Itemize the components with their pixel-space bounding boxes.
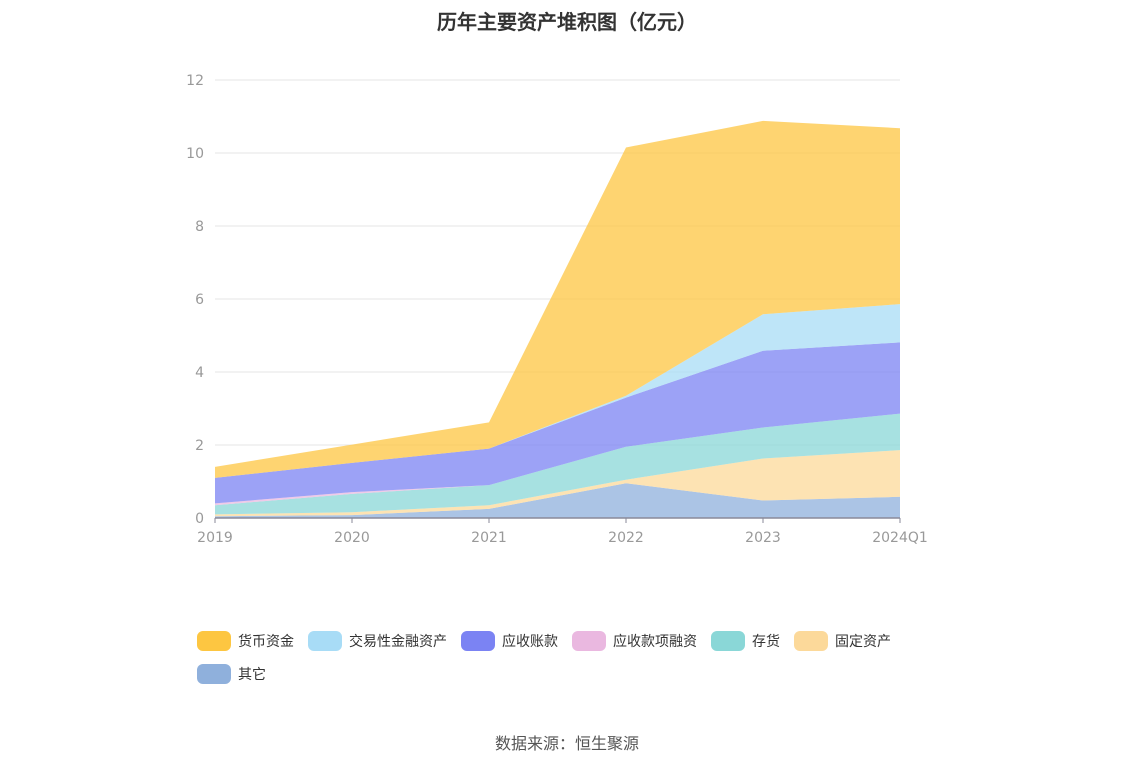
x-tick-label: 2024Q1 <box>872 530 928 546</box>
area-其它 <box>215 483 900 518</box>
area-固定资产 <box>215 450 900 517</box>
area-交易性金融资产 <box>215 304 900 478</box>
chart-title: 历年主要资产堆积图（亿元） <box>437 10 697 34</box>
legend-label: 存货 <box>752 633 780 650</box>
legend-label: 交易性金融资产 <box>349 633 447 650</box>
data-source: 数据来源：恒生聚源 <box>494 734 639 753</box>
area-货币资金 <box>215 120 900 478</box>
stacked-area-chart: 0 2 4 6 8 10 12 2019 2020 2021 2022 2023 2024Q1 <box>186 73 928 546</box>
legend-label: 应收账款 <box>502 633 558 650</box>
y-tick-label: 0 <box>195 511 204 527</box>
legend-label: 应收款项融资 <box>613 633 697 650</box>
area-series <box>215 120 900 518</box>
y-tick-label: 10 <box>186 146 204 162</box>
legend-swatch <box>197 663 231 684</box>
legend-swatch <box>461 630 495 651</box>
legend-label: 货币资金 <box>238 633 294 650</box>
y-tick-label: 2 <box>195 438 204 454</box>
y-tick-label: 4 <box>195 365 204 381</box>
legend-item[interactable]: 应收账款 <box>461 630 558 651</box>
legend-swatch <box>711 630 745 651</box>
legend-label: 固定资产 <box>835 633 891 650</box>
x-tick-label: 2021 <box>471 530 507 546</box>
legend-label: 其它 <box>238 666 266 683</box>
legend-item[interactable]: 固定资产 <box>794 630 891 651</box>
legend-item[interactable]: 应收款项融资 <box>572 630 697 651</box>
x-tick-label: 2019 <box>197 530 233 546</box>
legend: 货币资金 交易性金融资产 应收账款 应收款项融资 存货 固定资产其它 <box>197 630 957 684</box>
y-tick-label: 12 <box>186 73 204 89</box>
legend-item[interactable]: 交易性金融资产 <box>308 630 447 651</box>
legend-swatch <box>308 630 342 651</box>
y-tick-label: 8 <box>195 219 204 235</box>
legend-swatch <box>794 630 828 651</box>
area-应收账款 <box>215 342 900 504</box>
axes: 0 2 4 6 8 10 12 2019 2020 2021 2022 2023 2024Q1 <box>186 73 928 546</box>
legend-swatch <box>572 630 606 651</box>
legend-swatch <box>197 630 231 651</box>
legend-item[interactable]: 其它 <box>197 663 266 684</box>
legend-item[interactable]: 货币资金 <box>197 630 294 651</box>
legend-item[interactable]: 存货 <box>711 630 780 651</box>
x-tick-label: 2020 <box>334 530 370 546</box>
x-tick-label: 2022 <box>608 530 644 546</box>
x-tick-label: 2023 <box>745 530 781 546</box>
area-存货 <box>215 413 900 515</box>
y-tick-label: 6 <box>195 292 204 308</box>
